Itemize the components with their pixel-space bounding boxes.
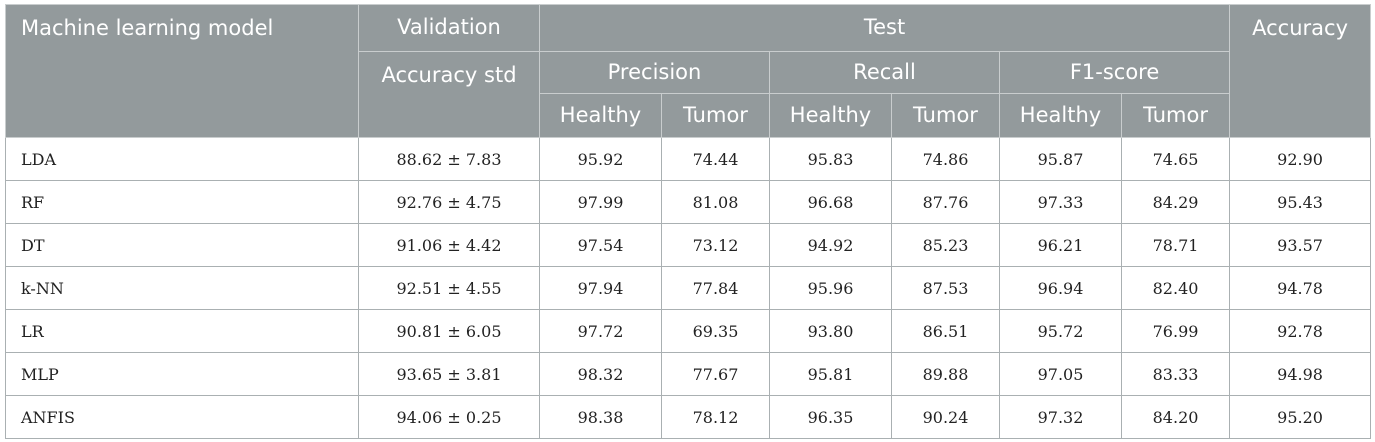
cell-precision-tumor: 74.44 bbox=[661, 137, 770, 181]
cell-model: MLP bbox=[5, 352, 359, 396]
cell-f1-tumor: 82.40 bbox=[1120, 266, 1231, 310]
cell-validation: 88.62 ± 7.83 bbox=[358, 137, 540, 181]
cell-f1-healthy: 95.72 bbox=[999, 309, 1122, 353]
cell-accuracy: 94.98 bbox=[1229, 352, 1372, 396]
cell-f1-tumor: 76.99 bbox=[1120, 309, 1231, 353]
header-precision: Precision bbox=[539, 51, 770, 94]
cell-f1-tumor: 83.33 bbox=[1120, 352, 1231, 396]
cell-recall-tumor: 89.88 bbox=[891, 352, 1000, 396]
cell-precision-healthy: 95.92 bbox=[539, 137, 662, 181]
cell-recall-tumor: 87.53 bbox=[891, 266, 1000, 310]
cell-precision-tumor: 77.67 bbox=[661, 352, 770, 396]
cell-recall-tumor: 74.86 bbox=[891, 137, 1000, 181]
cell-validation: 90.81 ± 6.05 bbox=[358, 309, 540, 353]
cell-precision-tumor: 69.35 bbox=[661, 309, 770, 353]
cell-f1-tumor: 74.65 bbox=[1120, 137, 1231, 181]
cell-accuracy: 92.78 bbox=[1229, 309, 1372, 353]
header-validation: Validation bbox=[358, 4, 540, 52]
cell-recall-healthy: 94.92 bbox=[769, 223, 892, 267]
cell-model: k-NN bbox=[5, 266, 359, 310]
table-row: LR 90.81 ± 6.05 97.72 69.35 93.80 86.51 … bbox=[5, 309, 1372, 353]
cell-model: RF bbox=[5, 180, 359, 224]
cell-accuracy: 95.43 bbox=[1229, 180, 1372, 224]
header-test: Test bbox=[538, 4, 1231, 52]
cell-accuracy: 93.57 bbox=[1229, 223, 1372, 267]
header-recall-tumor: Tumor bbox=[891, 93, 1000, 138]
header-accuracy-std: Accuracy std bbox=[358, 51, 540, 138]
table-row: DT 91.06 ± 4.42 97.54 73.12 94.92 85.23 … bbox=[5, 223, 1372, 267]
header-row-2: Accuracy std Precision Recall F1-score bbox=[6, 51, 1371, 138]
cell-accuracy: 94.78 bbox=[1229, 266, 1372, 310]
cell-recall-healthy: 96.35 bbox=[769, 395, 892, 439]
cell-precision-tumor: 78.12 bbox=[661, 395, 770, 439]
cell-f1-healthy: 95.87 bbox=[999, 137, 1122, 181]
cell-recall-healthy: 93.80 bbox=[769, 309, 892, 353]
cell-precision-tumor: 73.12 bbox=[661, 223, 770, 267]
cell-precision-healthy: 97.99 bbox=[539, 180, 662, 224]
cell-accuracy: 95.20 bbox=[1229, 395, 1372, 439]
cell-model: LR bbox=[5, 309, 359, 353]
cell-recall-tumor: 87.76 bbox=[891, 180, 1000, 224]
cell-f1-healthy: 97.05 bbox=[999, 352, 1122, 396]
table-row: k-NN 92.51 ± 4.55 97.94 77.84 95.96 87.5… bbox=[5, 266, 1372, 310]
table-body: LDA 88.62 ± 7.83 95.92 74.44 95.83 74.86… bbox=[5, 137, 1372, 439]
cell-recall-tumor: 90.24 bbox=[891, 395, 1000, 439]
cell-recall-tumor: 85.23 bbox=[891, 223, 1000, 267]
header-row-3: Healthy Tumor Healthy Tumor Healthy Tumo… bbox=[6, 93, 1371, 138]
cell-recall-healthy: 95.96 bbox=[769, 266, 892, 310]
header-recall: Recall bbox=[769, 51, 1000, 94]
table-row: LDA 88.62 ± 7.83 95.92 74.44 95.83 74.86… bbox=[5, 137, 1372, 181]
header-f1-healthy: Healthy bbox=[999, 93, 1122, 138]
cell-f1-tumor: 78.71 bbox=[1120, 223, 1231, 267]
cell-accuracy: 92.90 bbox=[1229, 137, 1372, 181]
header-model: Machine learning model bbox=[5, 4, 359, 138]
header-row-1: Machine learning model Validation Test A… bbox=[5, 4, 1372, 138]
table-row: ANFIS 94.06 ± 0.25 98.38 78.12 96.35 90.… bbox=[5, 395, 1372, 439]
cell-validation: 92.51 ± 4.55 bbox=[358, 266, 540, 310]
table-row: MLP 93.65 ± 3.81 98.32 77.67 95.81 89.88… bbox=[5, 352, 1372, 396]
header-accuracy: Accuracy bbox=[1229, 4, 1372, 138]
cell-model: ANFIS bbox=[5, 395, 359, 439]
cell-model: LDA bbox=[5, 137, 359, 181]
header-precision-healthy: Healthy bbox=[539, 93, 662, 138]
cell-validation: 92.76 ± 4.75 bbox=[358, 180, 540, 224]
cell-precision-healthy: 98.32 bbox=[539, 352, 662, 396]
cell-precision-healthy: 97.72 bbox=[539, 309, 662, 353]
header-f1-score: F1-score bbox=[998, 51, 1231, 94]
cell-f1-tumor: 84.20 bbox=[1120, 395, 1231, 439]
cell-f1-healthy: 96.94 bbox=[999, 266, 1122, 310]
cell-recall-tumor: 86.51 bbox=[891, 309, 1000, 353]
cell-f1-tumor: 84.29 bbox=[1120, 180, 1231, 224]
cell-f1-healthy: 97.32 bbox=[999, 395, 1122, 439]
cell-f1-healthy: 97.33 bbox=[999, 180, 1122, 224]
cell-validation: 91.06 ± 4.42 bbox=[358, 223, 540, 267]
cell-recall-healthy: 95.81 bbox=[769, 352, 892, 396]
results-table: Machine learning model Validation Test A… bbox=[5, 4, 1372, 439]
cell-precision-healthy: 97.94 bbox=[539, 266, 662, 310]
cell-model: DT bbox=[5, 223, 359, 267]
cell-recall-healthy: 95.83 bbox=[769, 137, 892, 181]
cell-recall-healthy: 96.68 bbox=[769, 180, 892, 224]
cell-precision-tumor: 77.84 bbox=[661, 266, 770, 310]
cell-validation: 93.65 ± 3.81 bbox=[358, 352, 540, 396]
cell-validation: 94.06 ± 0.25 bbox=[358, 395, 540, 439]
cell-precision-healthy: 97.54 bbox=[539, 223, 662, 267]
table-row: RF 92.76 ± 4.75 97.99 81.08 96.68 87.76 … bbox=[5, 180, 1372, 224]
table-header: Machine learning model Validation Test A… bbox=[5, 4, 1372, 138]
header-f1-tumor: Tumor bbox=[1120, 93, 1231, 138]
cell-precision-tumor: 81.08 bbox=[661, 180, 770, 224]
header-recall-healthy: Healthy bbox=[769, 93, 892, 138]
cell-f1-healthy: 96.21 bbox=[999, 223, 1122, 267]
cell-precision-healthy: 98.38 bbox=[539, 395, 662, 439]
header-precision-tumor: Tumor bbox=[661, 93, 770, 138]
